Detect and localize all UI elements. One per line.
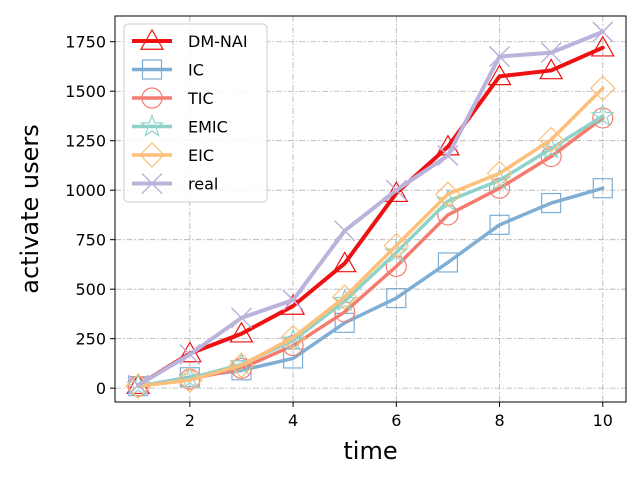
grid (115, 16, 626, 402)
data-point-real (334, 220, 356, 242)
y-tick-label: 500 (75, 280, 106, 299)
data-point-ic (386, 287, 407, 309)
series-layer (125, 21, 616, 400)
data-point-ic (489, 214, 510, 235)
legend-entry-ic: IC (132, 59, 204, 80)
data-point-real (385, 179, 407, 201)
legend-entry-tic: TIC (132, 87, 214, 109)
data-point-real (282, 289, 304, 311)
data-point-eic (538, 126, 565, 153)
data-point-real (489, 46, 511, 68)
data-point-dm-nai (332, 251, 357, 273)
data-point-dm-nai (229, 321, 254, 343)
legend-label-real: real (188, 175, 218, 194)
data-point-real (230, 307, 252, 329)
data-point-emic (590, 103, 615, 127)
legend-label-eic: EIC (188, 146, 214, 165)
data-point-tic (488, 177, 511, 199)
data-point-emic (177, 365, 202, 389)
legend-entry-emic: EMIC (132, 113, 228, 137)
data-point-real (179, 343, 201, 366)
data-point-emic (332, 288, 357, 312)
x-tick-label: 2 (185, 411, 195, 430)
x-tick-label: 8 (494, 411, 504, 430)
data-point-ic (541, 192, 562, 214)
data-point-eic (589, 75, 616, 102)
data-point-emic (280, 327, 306, 351)
legend-marker-dm-nai (139, 28, 165, 50)
legend-entry-dm-nai: DM-NAI (132, 28, 248, 51)
plot-frame (114, 15, 627, 403)
series-line-eic (136, 86, 605, 388)
data-point-ic (592, 178, 613, 199)
series-line-real (136, 29, 605, 388)
legend-marker-tic (141, 87, 163, 109)
y-tick-label: 1000 (65, 181, 106, 200)
series-line-dm-nai (136, 45, 605, 388)
y-tick-label: 1250 (65, 132, 106, 151)
data-point-eic (331, 284, 358, 310)
legend-label-ic: IC (188, 61, 204, 80)
legend-label-dm-nai: DM-NAI (188, 32, 248, 51)
data-point-ic (437, 252, 459, 273)
series-eic (125, 75, 616, 400)
y-tick-label: 1750 (65, 33, 106, 52)
data-point-dm-nai (487, 64, 512, 86)
data-point-tic (592, 107, 614, 129)
legend-marker-real (141, 172, 163, 195)
x-tick-label: 4 (288, 411, 298, 430)
y-tick-label: 250 (75, 330, 106, 349)
data-point-eic (280, 324, 306, 351)
legend-label-tic: TIC (187, 89, 214, 108)
legend-label-emic: EMIC (188, 118, 228, 137)
legend: DM-NAI IC TIC EMIC EIC real (123, 23, 268, 203)
x-tick-label: 6 (391, 411, 401, 430)
y-tick-label: 1500 (65, 82, 106, 101)
legend-marker-emic (139, 113, 165, 137)
data-point-eic (383, 232, 410, 259)
y-tick-label: 750 (75, 231, 106, 250)
data-point-eic (176, 367, 203, 394)
data-point-eic (228, 352, 255, 379)
legend-entry-real: real (132, 172, 218, 195)
data-point-real (592, 21, 614, 43)
data-point-real (437, 145, 459, 167)
ticks: 2 4 6 8 10 0 250 500 750 1000 1250 1500 1750 (65, 33, 613, 430)
data-point-real (540, 42, 562, 64)
legend-marker-ic (141, 59, 163, 80)
y-tick-label: 0 (96, 379, 106, 398)
data-point-eic (486, 160, 513, 187)
data-point-dm-nai (539, 58, 564, 80)
data-point-dm-nai (590, 35, 615, 57)
x-tick-label: 10 (593, 411, 613, 430)
legend-marker-eic (139, 142, 165, 168)
data-point-real (127, 374, 149, 396)
x-axis-label: time (343, 437, 397, 465)
data-point-dm-nai (384, 180, 409, 203)
legend-entry-eic: EIC (132, 142, 214, 168)
y-axis-label: activate users (16, 124, 44, 294)
series-real (127, 21, 614, 396)
data-point-eic (435, 181, 461, 208)
